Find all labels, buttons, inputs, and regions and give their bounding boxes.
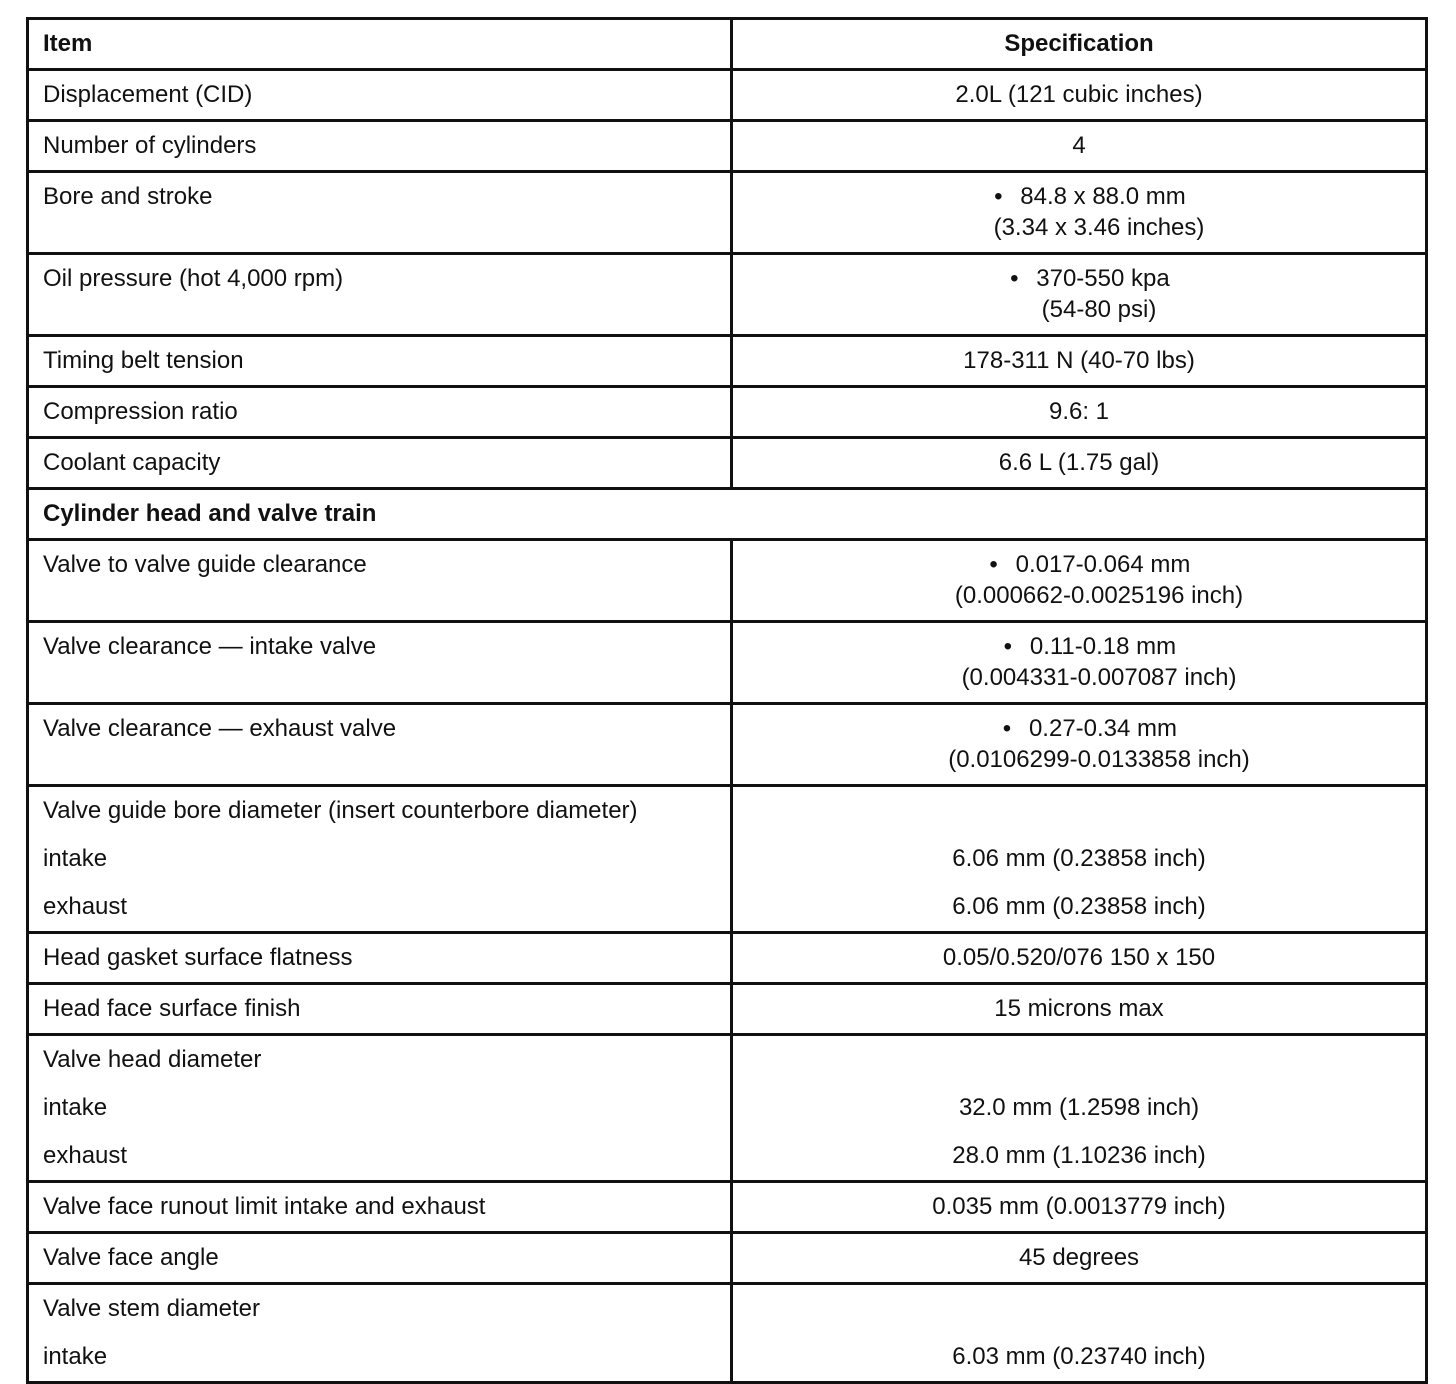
- spec-line-1: • 370-550 kpa: [747, 255, 1411, 294]
- spec-imperial: (0.000662-0.0025196 inch): [954, 582, 1244, 609]
- spec-cell: 4: [730, 119, 1428, 173]
- item-label: Valve guide bore diameter (insert counte…: [43, 797, 638, 824]
- table-row: Valve clearance — exhaust valve • 0.27-0.3…: [26, 702, 1428, 787]
- spec-cell: • 0.11-0.18 mm (0.004331-0.007087 inch): [730, 620, 1428, 705]
- item-cell: Oil pressure (hot 4,000 rpm): [26, 252, 733, 337]
- bullet-icon: •: [1003, 633, 1013, 660]
- table-row: Valve guide bore diameter (insert counte…: [26, 784, 1428, 934]
- item-label: Valve head diameter: [43, 1046, 262, 1073]
- spec-cell: 32.0 mm (1.2598 inch) 28.0 mm (1.10236 in…: [730, 1033, 1428, 1183]
- bullet-icon: •: [1010, 265, 1019, 292]
- spec-cell: • 0.27-0.34 mm (0.0106299-0.0133858 inch): [730, 702, 1428, 787]
- spec-line-1: • 84.8 x 88.0 mm: [747, 173, 1411, 212]
- item-cell: Valve stem diameter intake: [26, 1282, 733, 1384]
- spec-line-1: • 0.017-0.064 mm: [747, 541, 1411, 580]
- table-row: Compression ratio 9.6: 1: [26, 385, 1428, 439]
- table-row: Displacement (CID) 2.0L (121 cubic inches…: [26, 68, 1428, 122]
- sub-item-label: exhaust: [43, 893, 128, 920]
- item-cell: Valve clearance — intake valve: [26, 620, 733, 705]
- header-item: Item: [26, 17, 733, 71]
- header-specification: Specification: [730, 17, 1428, 71]
- table-row: Number of cylinders 4: [26, 119, 1428, 173]
- spec-cell: 15 microns max: [730, 982, 1428, 1036]
- table-row: Valve to valve guide clearance • 0.017-0.0…: [26, 538, 1428, 623]
- table-row: Coolant capacity 6.6 L (1.75 gal): [26, 436, 1428, 490]
- table-row: Valve clearance — intake valve • 0.11-0.18…: [26, 620, 1428, 705]
- spec-metric: 0.017-0.064 mm: [1015, 551, 1191, 578]
- spec-cell: • 370-550 kpa (54-80 psi): [730, 252, 1428, 337]
- spec-metric: 0.27-0.34 mm: [1028, 715, 1178, 742]
- table-row: Valve stem diameter intake 6.03 mm (0.237…: [26, 1282, 1428, 1384]
- spec-cell: 6.6 L (1.75 gal): [730, 436, 1428, 490]
- section-heading: Cylinder head and valve train: [26, 487, 1428, 541]
- item-cell: Timing belt tension: [26, 334, 733, 388]
- spec-metric: 370-550 kpa: [1036, 265, 1170, 292]
- item-cell: Valve guide bore diameter (insert counte…: [26, 784, 733, 934]
- spec-imperial: (3.34 x 3.46 inches): [993, 214, 1205, 241]
- sub-item-spec: 6.06 mm (0.23858 inch): [952, 845, 1206, 872]
- item-cell: Valve face runout limit intake and exhau…: [26, 1180, 733, 1234]
- spec-metric: 0.11-0.18 mm: [1029, 633, 1177, 660]
- spec-cell: 0.05/0.520/076 150 x 150: [730, 931, 1428, 985]
- table-row: Head face surface finish 15 microns max: [26, 982, 1428, 1036]
- table-row: Valve head diameter intake exhaust 32.0 mm…: [26, 1033, 1428, 1183]
- spec-cell: 45 degrees: [730, 1231, 1428, 1285]
- item-cell: Valve head diameter intake exhaust: [26, 1033, 733, 1183]
- table-row: Oil pressure (hot 4,000 rpm) • 370-550 kpa…: [26, 252, 1428, 337]
- item-cell: Valve face angle: [26, 1231, 733, 1285]
- spec-cell: 6.03 mm (0.23740 inch): [730, 1282, 1428, 1384]
- sub-item-label: intake: [43, 845, 108, 872]
- spec-line-1: • 0.27-0.34 mm: [747, 705, 1411, 744]
- specification-table: Item Specification Displacement (CID) 2.0…: [26, 17, 1428, 1384]
- spec-metric: 84.8 x 88.0 mm: [1020, 183, 1186, 210]
- bullet-icon: •: [989, 551, 998, 578]
- sub-item-spec: 6.03 mm (0.23740 inch): [952, 1343, 1206, 1370]
- spec-line-1: • 0.11-0.18 mm: [747, 623, 1411, 662]
- sub-item-label: intake: [43, 1343, 108, 1370]
- spec-cell: 0.035 mm (0.0013779 inch): [730, 1180, 1428, 1234]
- spec-cell: 2.0L (121 cubic inches): [730, 68, 1428, 122]
- spec-imperial: (0.0106299-0.0133858 inch): [948, 746, 1250, 773]
- spec-spacer: [747, 787, 1411, 835]
- spec-imperial: (0.004331-0.007087 inch): [961, 664, 1237, 691]
- sub-item-label: exhaust: [43, 1142, 128, 1169]
- sub-item-spec: 28.0 mm (1.10236 inch): [952, 1142, 1206, 1169]
- bullet-icon: •: [994, 183, 1003, 210]
- spec-spacer: [747, 1036, 1411, 1084]
- item-cell: Coolant capacity: [26, 436, 733, 490]
- spec-cell: • 84.8 x 88.0 mm (3.34 x 3.46 inches): [730, 170, 1428, 255]
- table-row: Timing belt tension 178-311 N (40-70 lbs): [26, 334, 1428, 388]
- spec-imperial: (54-80 psi): [1041, 296, 1157, 323]
- item-cell: Head gasket surface flatness: [26, 931, 733, 985]
- table-row: Head gasket surface flatness 0.05/0.520/0…: [26, 931, 1428, 985]
- item-cell: Bore and stroke: [26, 170, 733, 255]
- bullet-icon: •: [1002, 715, 1012, 742]
- table-row: Valve face runout limit intake and exhau…: [26, 1180, 1428, 1234]
- table-row: Bore and stroke • 84.8 x 88.0 mm (3.34 x 3.…: [26, 170, 1428, 255]
- spec-cell: 178-311 N (40-70 lbs): [730, 334, 1428, 388]
- table-header-row: Item Specification: [26, 17, 1428, 71]
- spec-cell: 6.06 mm (0.23858 inch) 6.06 mm (0.23858 i…: [730, 784, 1428, 934]
- item-cell: Valve clearance — exhaust valve: [26, 702, 733, 787]
- spec-cell: 9.6: 1: [730, 385, 1428, 439]
- table-row: Valve face angle 45 degrees: [26, 1231, 1428, 1285]
- sub-item-label: intake: [43, 1094, 108, 1121]
- sub-item-spec: 32.0 mm (1.2598 inch): [958, 1094, 1200, 1121]
- item-cell: Compression ratio: [26, 385, 733, 439]
- item-label: Valve stem diameter: [43, 1295, 260, 1322]
- spec-cell: • 0.017-0.064 mm (0.000662-0.0025196 inch): [730, 538, 1428, 623]
- item-cell: Head face surface finish: [26, 982, 733, 1036]
- item-cell: Number of cylinders: [26, 119, 733, 173]
- spec-spacer: [747, 1285, 1411, 1333]
- item-cell: Displacement (CID): [26, 68, 733, 122]
- sub-item-spec: 6.06 mm (0.23858 inch): [952, 893, 1206, 920]
- section-row: Cylinder head and valve train: [26, 487, 1428, 541]
- item-cell: Valve to valve guide clearance: [26, 538, 733, 623]
